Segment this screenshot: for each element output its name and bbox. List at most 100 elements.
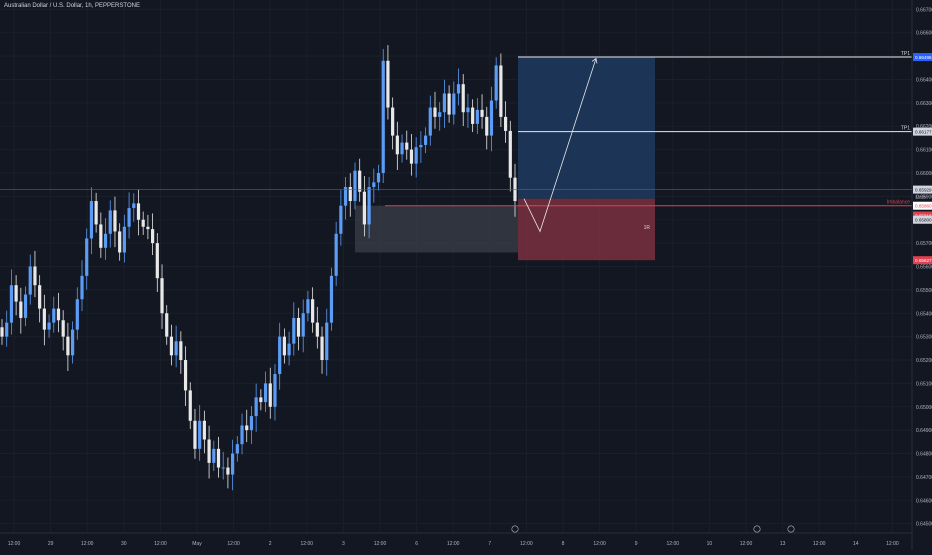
candle-body [47, 322, 51, 330]
time-tick-label: 14 [853, 541, 859, 547]
time-tick-label: 12:00 [740, 541, 753, 547]
candle-body [489, 100, 494, 136]
candle-body [386, 60, 390, 108]
candle-body [259, 397, 263, 403]
candle-body [226, 467, 230, 475]
candle-body [466, 107, 470, 113]
candle-body [362, 191, 366, 225]
time-tick-label: 12:00 [667, 541, 680, 547]
grid-lines [0, 0, 912, 533]
last-price-tag: 0.65929 [915, 188, 932, 193]
candle-body [367, 187, 371, 225]
time-axis[interactable]: 12:00 29 12:00 30 12:00 May 12:00 2 12:00 3 12:00 6… [0, 525, 912, 547]
time-tick-label: 29 [48, 541, 54, 547]
candle-body [0, 327, 4, 337]
candle-body [353, 170, 357, 202]
entry-price-tag-bg [913, 211, 932, 220]
time-tick-label: 12:00 [301, 541, 314, 547]
candle-body [89, 201, 94, 239]
time-tick-label: May [192, 541, 202, 547]
candle-body [339, 205, 343, 234]
candle-body [306, 299, 310, 314]
candle-body [461, 84, 465, 113]
candle-body [42, 308, 46, 330]
time-tick-label: 12:00 [154, 541, 167, 547]
candle-body [499, 65, 503, 117]
candle-body [179, 341, 183, 361]
projection-path [523, 58, 597, 233]
time-tick-label: 10 [707, 541, 713, 547]
time-tick-label: 12:00 [886, 541, 899, 547]
time-tick-label: 3 [342, 541, 345, 547]
time-tick-label: 12:00 [8, 541, 21, 547]
time-tick-label: 12:00 [227, 541, 240, 547]
entry-price-tag-2-bg [913, 215, 932, 224]
candle-body [9, 285, 14, 323]
candle-body [503, 116, 508, 131]
time-tick-label: 13 [780, 541, 786, 547]
candle-body [70, 329, 75, 356]
candles [0, 45, 517, 491]
candle-body [268, 383, 272, 407]
candle-body [273, 374, 277, 407]
tp1-label: TP1 [901, 126, 910, 132]
price-axis[interactable]: 0.667000.666000.665000.664000.663000.662… [911, 0, 932, 550]
candle-body [160, 278, 164, 314]
candle-body [433, 107, 437, 117]
candle-body [212, 448, 216, 463]
candle-body [423, 135, 428, 145]
symbol-title: Australian Dollar / U.S. Dollar, 1h, PEP… [4, 3, 140, 9]
projection-arrowhead [591, 57, 598, 64]
time-tick-label: 12:00 [813, 541, 826, 547]
candle-body [263, 383, 268, 403]
imbalance-price-tag-bg [913, 201, 932, 210]
overlays: TP1 TP1 Imbalance 1R [0, 51, 912, 233]
candle-body [19, 301, 23, 318]
event-icon-a [511, 525, 519, 533]
stop-zone [518, 198, 655, 261]
candle-body [56, 308, 61, 321]
time-tick-label: 8 [562, 541, 565, 547]
candle-body [485, 116, 489, 136]
candle-body [376, 172, 381, 183]
candle-body [122, 226, 126, 253]
candle-body [198, 420, 202, 449]
candle-body [249, 416, 254, 431]
candle-body [66, 336, 70, 356]
candle-body [33, 266, 37, 286]
candle-body [216, 448, 221, 468]
candle-body [231, 453, 235, 475]
time-tick-label: 12:00 [520, 541, 533, 547]
candle-body [278, 336, 282, 375]
candle-body [118, 231, 122, 253]
candle-body [292, 317, 296, 344]
candle-body [320, 336, 324, 361]
tp2-label: TP1 [901, 51, 910, 57]
candle-body [151, 229, 155, 244]
candle-body [245, 425, 249, 431]
candle-body [395, 135, 399, 155]
candle-body [103, 233, 108, 248]
candle-body [442, 93, 447, 113]
candle-body [400, 142, 404, 155]
candle-body [358, 170, 362, 192]
candle-body [343, 187, 348, 206]
candle-body [99, 224, 103, 248]
candle-body [14, 285, 18, 302]
tp2-price-tag: 0.66496 [915, 55, 932, 60]
candle-body [287, 343, 291, 356]
candle-body [188, 390, 192, 421]
time-tick-label: 30 [121, 541, 127, 547]
candle-body [329, 275, 334, 323]
